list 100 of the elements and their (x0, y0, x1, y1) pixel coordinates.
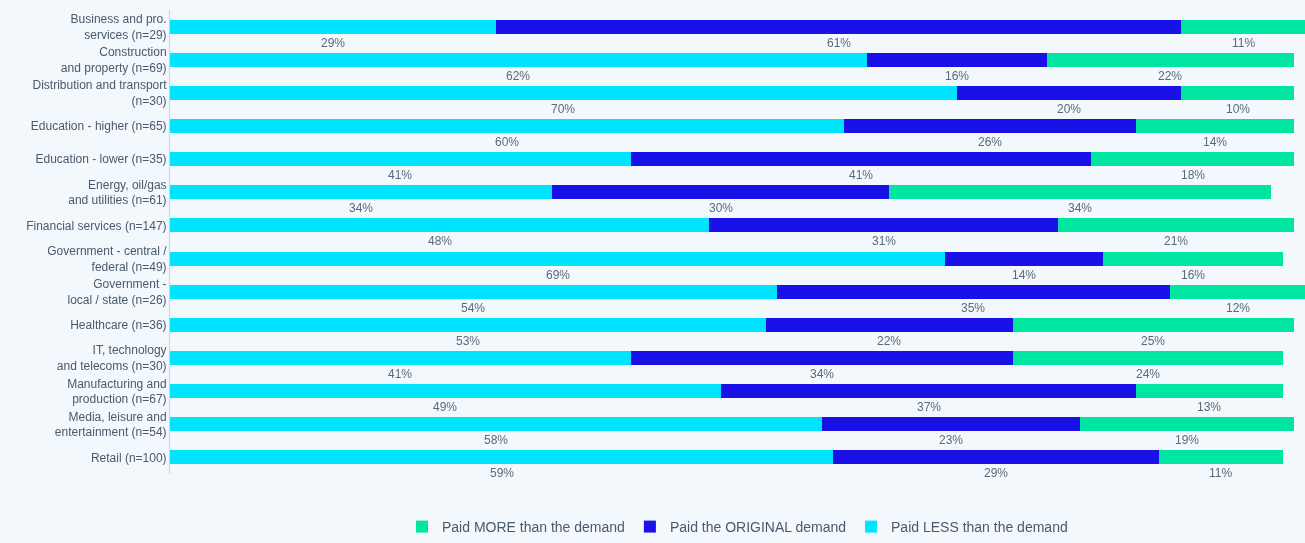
data-label: 31% (872, 234, 897, 248)
data-label: 70% (551, 102, 576, 116)
y-tick-label: Healthcare (n=36) (70, 318, 167, 333)
y-tick-label: Construction and property (n=69) (60, 45, 167, 75)
bar (170, 450, 834, 465)
data-label: 25% (1141, 334, 1166, 348)
data-label: 48% (428, 234, 453, 248)
legend-label: Paid MORE than the demand (442, 519, 625, 536)
data-label: 35% (961, 301, 986, 315)
bar (1170, 284, 1305, 299)
bar (776, 284, 1171, 299)
y-tick-label: IT, technology and telecoms (n=30) (56, 343, 167, 373)
data-label: 20% (1057, 102, 1082, 116)
bar (1091, 152, 1294, 167)
bar (1057, 218, 1294, 233)
y-tick-label: Media, leisure and entertainment (n=54) (54, 409, 167, 440)
bar (720, 384, 1137, 399)
legend-label: Paid LESS than the demand (891, 519, 1068, 536)
data-label: 12% (1226, 301, 1251, 315)
data-label: 34% (1068, 201, 1093, 215)
data-label: 11% (1232, 36, 1256, 50)
data-label: 41% (388, 168, 413, 182)
data-label: 11% (1209, 466, 1233, 480)
bar (889, 185, 1272, 200)
bar (170, 152, 631, 167)
data-label: 34% (349, 201, 374, 215)
bar (552, 185, 890, 200)
y-tick-label: Manufacturing and production (n=67) (67, 376, 167, 407)
bar (1012, 351, 1283, 365)
bar (866, 52, 1047, 67)
bar (170, 384, 721, 399)
bar (1136, 119, 1294, 133)
bar (170, 19, 496, 34)
bar (1181, 19, 1305, 34)
bar (170, 119, 845, 133)
bar (765, 317, 1013, 332)
data-label: 53% (456, 334, 481, 348)
bar (170, 185, 553, 200)
data-label: 19% (1175, 433, 1200, 447)
data-label: 37% (917, 400, 942, 414)
bar (170, 251, 946, 266)
data-label: 60% (495, 135, 520, 149)
bar (170, 351, 631, 365)
data-label: 41% (849, 168, 874, 182)
bar (821, 417, 1081, 432)
data-label: 54% (461, 301, 486, 315)
data-label: 14% (1203, 135, 1228, 149)
bar (709, 218, 1058, 233)
data-label: 23% (939, 433, 964, 447)
bar (1046, 52, 1294, 67)
data-label: 22% (1158, 69, 1183, 83)
data-label: 22% (877, 334, 902, 348)
bar (945, 251, 1103, 266)
data-label: 62% (506, 69, 531, 83)
bar (170, 52, 867, 67)
bar (956, 85, 1182, 100)
data-label: 29% (984, 466, 1009, 480)
data-label: 69% (546, 268, 571, 282)
data-label: 10% (1226, 102, 1251, 116)
bar (170, 417, 822, 432)
data-label: 58% (484, 433, 509, 447)
y-tick-label: Government - central / federal (n=49) (47, 243, 168, 274)
bar (170, 218, 710, 233)
bar (170, 284, 777, 299)
data-label: 30% (709, 201, 734, 215)
data-label: 59% (490, 466, 515, 480)
data-label: 18% (1181, 168, 1206, 182)
bar (495, 19, 1182, 34)
y-tick-label: Education - higher (n=65) (30, 119, 167, 134)
data-label: 49% (433, 400, 458, 414)
bar (630, 351, 1013, 365)
data-label: 41% (388, 367, 413, 381)
bar (630, 152, 1092, 167)
y-tick-label: Education - lower (n=35) (35, 152, 167, 167)
data-label: 21% (1164, 234, 1189, 248)
bar (1181, 85, 1294, 100)
data-label: 14% (1012, 268, 1037, 282)
y-tick-label: Business and pro. services (n=29) (70, 11, 167, 42)
data-label: 24% (1136, 367, 1161, 381)
legend-label: Paid the ORIGINAL demand (669, 519, 847, 536)
bar (170, 85, 957, 100)
data-label: 34% (810, 367, 835, 381)
data-label: 13% (1197, 400, 1222, 414)
bar (844, 119, 1137, 133)
bar (833, 450, 1159, 465)
data-label: 16% (945, 69, 970, 83)
y-tick-label: Distribution and transport (n=30) (32, 78, 168, 108)
y-tick-label: Financial services (n=147) (26, 218, 167, 233)
y-tick-label: Energy, oil/gas and utilities (n=61) (68, 177, 167, 208)
bar (1012, 317, 1294, 332)
bar (1136, 384, 1283, 399)
data-label: 29% (321, 36, 346, 50)
data-label: 26% (978, 135, 1003, 149)
bar (1158, 450, 1283, 465)
data-label: 61% (827, 36, 852, 50)
bar (1102, 251, 1283, 266)
data-label: 16% (1181, 268, 1206, 282)
y-tick-label: Retail (n=100) (90, 450, 167, 465)
bar (1080, 417, 1294, 432)
y-tick-label: Government - local / state (n=26) (67, 277, 167, 307)
